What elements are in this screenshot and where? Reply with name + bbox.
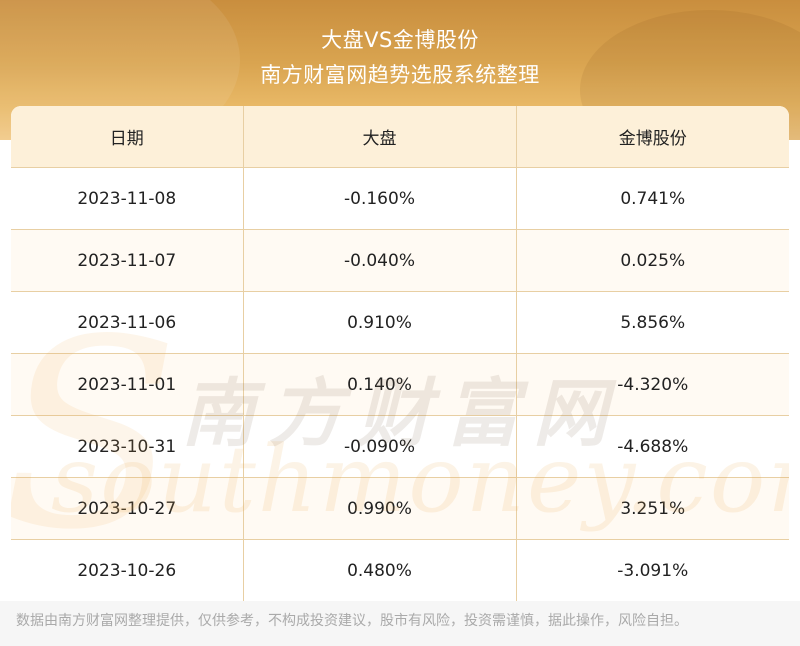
cell-market: 0.140% [243,353,517,416]
table-row: 2023-11-07 -0.040% 0.025% [11,229,789,292]
column-header-date: 日期 [11,106,244,168]
table-row: 2023-11-08 -0.160% 0.741% [11,167,789,230]
column-header-market: 大盘 [243,106,517,168]
page-subtitle: 南方财富网趋势选股系统整理 [260,63,540,87]
cell-stock: 0.741% [516,167,789,230]
cell-stock: 0.025% [516,229,789,292]
cell-stock: 5.856% [516,291,789,354]
cell-date: 2023-11-01 [11,353,244,416]
cell-market: -0.160% [243,167,517,230]
table-row: 2023-11-06 0.910% 5.856% [11,291,789,354]
cell-market: 0.990% [243,477,517,540]
column-header-stock: 金博股份 [516,106,789,168]
table-row: 2023-10-26 0.480% -3.091% [11,539,789,601]
cell-market: -0.040% [243,229,517,292]
cell-stock: -4.320% [516,353,789,416]
table-row: 2023-11-01 0.140% -4.320% [11,353,789,416]
cell-date: 2023-11-07 [11,229,244,292]
header-banner: 大盘VS金博股份 南方财富网趋势选股系统整理 [0,0,800,140]
cell-date: 2023-10-27 [11,477,244,540]
cell-date: 2023-11-06 [11,291,244,354]
footer-disclaimer-bar: 数据由南方财富网整理提供，仅供参考，不构成投资建议，股市有风险，投资需谨慎，据此… [0,601,800,646]
cell-date: 2023-10-26 [11,539,244,601]
table-row: 2023-10-27 0.990% 3.251% [11,477,789,540]
cell-stock: -4.688% [516,415,789,478]
footer-disclaimer: 数据由南方财富网整理提供，仅供参考，不构成投资建议，股市有风险，投资需谨慎，据此… [16,613,688,629]
cell-market: 0.480% [243,539,517,601]
comparison-table: 日期 大盘 金博股份 2023-11-08 -0.160% 0.741% 202… [11,106,789,601]
page-title: 大盘VS金博股份 [321,28,479,52]
cell-stock: -3.091% [516,539,789,601]
cell-market: -0.090% [243,415,517,478]
table-header-row: 日期 大盘 金博股份 [11,106,789,168]
cell-date: 2023-11-08 [11,167,244,230]
cell-date: 2023-10-31 [11,415,244,478]
table-row: 2023-10-31 -0.090% -4.688% [11,415,789,478]
comparison-table-card: S 南方财富网 southmoney.com 日期 大盘 金博股份 2023-1… [11,106,789,601]
cell-stock: 3.251% [516,477,789,540]
cell-market: 0.910% [243,291,517,354]
